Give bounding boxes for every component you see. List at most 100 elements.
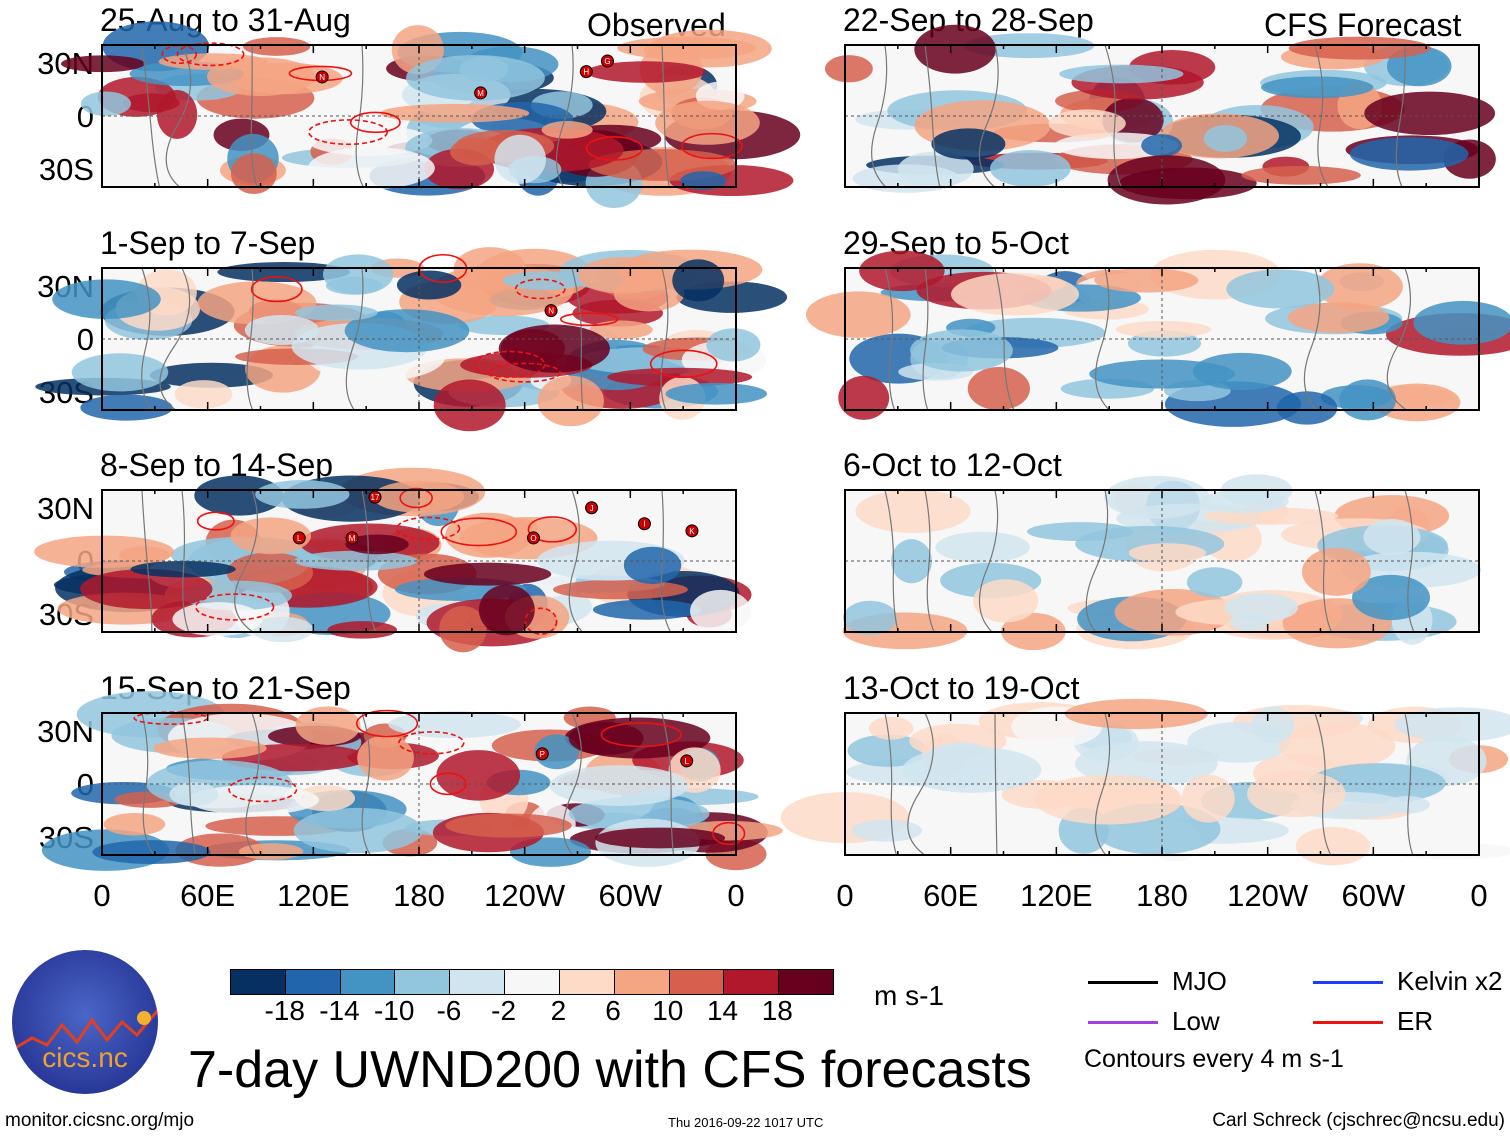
lon-label: 60E: [180, 878, 236, 913]
wind-anomaly-blob: [206, 57, 316, 97]
lon-label: 120W: [1227, 878, 1309, 913]
coastline: [884, 489, 899, 633]
coastline: [250, 44, 258, 188]
coastline: [1085, 489, 1109, 633]
wind-anomaly-blob: [537, 375, 604, 427]
wind-anomaly-blob: [1364, 91, 1496, 136]
wind-anomaly-blob: [103, 813, 166, 836]
legend-line-er: [1313, 1021, 1383, 1024]
colorbar-swatch: [559, 970, 615, 994]
lon-label: 120W: [484, 878, 566, 913]
wind-anomaly-blob: [1226, 269, 1335, 309]
wind-anomaly-blob: [914, 24, 996, 74]
wind-anomaly-blob: [1389, 842, 1510, 860]
lat-label: 30N: [37, 491, 94, 526]
colorbar-tick-label: 10: [652, 995, 684, 1026]
storm-marker: J: [585, 501, 599, 515]
storm-marker: N: [315, 70, 329, 84]
wind-anomaly-blob: [478, 584, 535, 636]
coastline: [1314, 44, 1329, 188]
wind-anomaly-blob: [433, 379, 506, 432]
er-contour: [473, 350, 546, 378]
coastline: [181, 712, 196, 856]
wind-anomaly-blob: [80, 91, 131, 116]
storm-id: O: [530, 534, 536, 543]
lon-label: 180: [393, 878, 445, 913]
wind-anomaly-blob: [80, 569, 213, 610]
wind-anomaly-blob: [589, 320, 653, 339]
wind-anomaly-blob: [450, 137, 505, 166]
storm-id: I: [643, 520, 645, 529]
wind-anomaly-blob: [1394, 707, 1510, 742]
wind-anomaly-blob: [541, 121, 593, 139]
wind-anomaly-blob: [244, 314, 319, 346]
forecast-header: CFS Forecast: [1264, 7, 1462, 43]
wind-anomaly-blob: [1181, 774, 1235, 823]
wind-anomaly-blob: [592, 599, 702, 620]
map-panel: N M H G: [60, 21, 801, 209]
coastline: [1314, 712, 1332, 856]
colorbar-swatch: [285, 970, 341, 994]
panel-title: 6-Oct to 12-Oct: [843, 447, 1062, 483]
wind-anomaly-blob: [498, 324, 610, 373]
er-contour: [396, 516, 461, 541]
colorbar-swatch: [779, 970, 833, 994]
wind-anomaly-blob: [295, 706, 361, 745]
wind-anomaly-blob: [859, 250, 945, 292]
wind-anomaly-blob: [1349, 137, 1469, 171]
er-contour: [440, 517, 518, 547]
wind-anomaly-blob: [973, 579, 1039, 623]
er-contour: [681, 132, 743, 160]
storm-marker: K: [685, 524, 699, 538]
coastline: [355, 44, 364, 188]
wind-anomaly-blob: [1115, 321, 1212, 338]
coastline: [1094, 712, 1111, 856]
er-contour: [349, 111, 401, 134]
coastline: [1404, 489, 1415, 633]
wind-anomaly-blob: [1247, 770, 1346, 818]
panel-title: 8-Sep to 14-Sep: [100, 447, 334, 483]
coastline: [660, 489, 671, 633]
coastline: [924, 44, 941, 188]
wind-anomaly-blob: [843, 600, 898, 636]
lon-label: 180: [1136, 878, 1188, 913]
storm-marker: N: [544, 304, 558, 318]
colorbar-tick-label: 18: [761, 995, 793, 1026]
footer-url[interactable]: monitor.cicsnc.org/mjo: [5, 1110, 195, 1131]
coastline: [994, 712, 998, 856]
cics-logo: cics.nc: [12, 950, 158, 1094]
wind-anomaly-blob: [194, 475, 284, 516]
wind-anomaly-blob: [690, 589, 751, 633]
coastline: [165, 44, 192, 188]
wind-anomaly-blob: [1251, 706, 1295, 744]
wind-anomaly-blob: [577, 257, 667, 294]
wind-anomaly-blob: [1094, 268, 1199, 293]
lon-label: 60W: [1341, 878, 1406, 913]
wind-anomaly-blob: [156, 90, 198, 139]
wind-anomaly-blob: [665, 382, 768, 405]
wind-anomaly-blob: [967, 367, 1030, 411]
wind-anomaly-blob: [52, 279, 161, 320]
lon-label: 60W: [598, 878, 663, 913]
coastline: [661, 44, 670, 188]
er-contour: [195, 593, 275, 621]
er-contour: [250, 276, 303, 303]
wind-anomaly-blob: [1059, 64, 1184, 84]
wind-anomaly-blob: [1276, 391, 1338, 425]
storm-id: M: [349, 534, 356, 543]
coastline: [555, 44, 574, 188]
colorbar-tick-label: -6: [436, 995, 462, 1026]
storm-id: M: [477, 89, 484, 98]
map-panel: PL: [41, 691, 783, 871]
wind-anomaly-blob: [1241, 165, 1361, 185]
wind-anomaly-blob: [293, 807, 423, 854]
storm-id: N: [548, 307, 554, 316]
wind-anomaly-blob: [388, 711, 521, 739]
colorbar-swatch: [395, 970, 451, 994]
map-panel: [780, 698, 1510, 866]
coastline: [1303, 267, 1321, 411]
storm-id: L: [297, 534, 302, 543]
wind-anomaly-blob: [706, 328, 761, 362]
wind-anomaly-blob: [897, 151, 974, 187]
wind-anomaly-blob: [1288, 36, 1431, 60]
